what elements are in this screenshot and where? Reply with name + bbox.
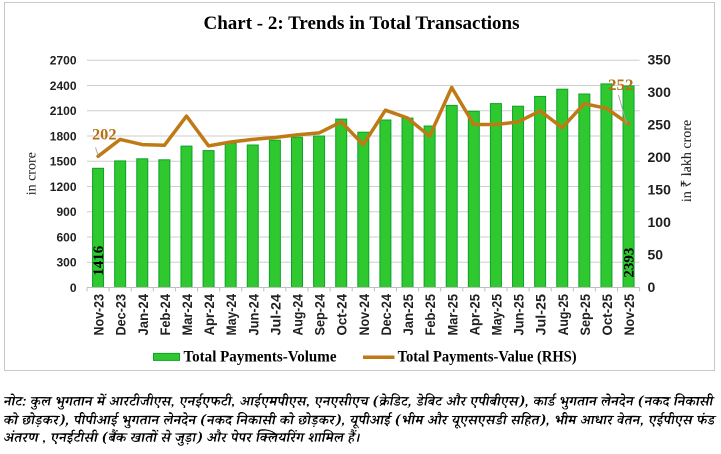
svg-text:250: 250 [648,116,672,132]
svg-text:900: 900 [56,205,76,219]
svg-text:1500: 1500 [50,155,77,169]
svg-text:Nov-23: Nov-23 [91,294,107,336]
svg-text:Jan-24: Jan-24 [135,294,151,336]
svg-text:Sep-24: Sep-24 [312,294,328,336]
svg-text:2393: 2393 [621,248,637,278]
svg-text:300: 300 [56,256,76,270]
svg-text:Jun-24: Jun-24 [245,294,261,336]
svg-text:Aug-25: Aug-25 [555,294,571,336]
svg-text:Total Payments-Value (RHS): Total Payments-Value (RHS) [398,349,577,366]
svg-text:150: 150 [648,181,672,197]
svg-text:202: 202 [92,127,117,144]
svg-text:Mar-25: Mar-25 [444,294,460,336]
svg-text:Jul-24: Jul-24 [267,294,283,336]
svg-text:Aug-24: Aug-24 [290,294,306,336]
svg-text:Feb-25: Feb-25 [422,294,438,336]
svg-text:in crore: in crore [25,152,40,195]
svg-text:0: 0 [648,279,656,295]
svg-text:200: 200 [648,149,672,165]
svg-text:1200: 1200 [50,180,77,194]
svg-text:600: 600 [56,230,76,244]
svg-text:Oct-24: Oct-24 [334,294,350,336]
svg-text:May-24: May-24 [223,294,239,336]
svg-text:2100: 2100 [50,104,77,118]
svg-text:1800: 1800 [50,129,77,143]
svg-text:0: 0 [70,281,77,295]
svg-text:300: 300 [648,84,672,100]
svg-text:Jul-25: Jul-25 [533,294,549,336]
svg-text:2700: 2700 [50,54,77,68]
svg-text:Apr-24: Apr-24 [201,294,217,336]
svg-text:May-25: May-25 [488,294,504,336]
svg-text:Jun-25: Jun-25 [511,294,527,336]
svg-text:Oct-25: Oct-25 [599,294,615,336]
svg-text:100: 100 [648,214,672,230]
svg-text:Apr-25: Apr-25 [466,294,482,336]
svg-text:2400: 2400 [50,79,77,93]
svg-text:50: 50 [648,246,664,262]
svg-text:Total Payments-Volume: Total Payments-Volume [184,349,337,366]
svg-text:Dec-24: Dec-24 [378,294,394,336]
svg-text:Chart - 2: Trends in Total Tra: Chart - 2: Trends in Total Transactions [203,13,519,34]
svg-text:Nov-24: Nov-24 [356,294,372,336]
svg-text:Feb-24: Feb-24 [157,294,173,336]
svg-text:252: 252 [608,77,634,94]
svg-text:350: 350 [648,52,672,68]
svg-text:Dec-23: Dec-23 [113,294,129,336]
svg-text:Jan-25: Jan-25 [400,294,416,336]
svg-text:Mar-24: Mar-24 [179,294,195,336]
svg-text:Sep-25: Sep-25 [577,294,593,336]
svg-text:Nov-25: Nov-25 [621,294,637,336]
svg-text:1416: 1416 [91,245,107,276]
